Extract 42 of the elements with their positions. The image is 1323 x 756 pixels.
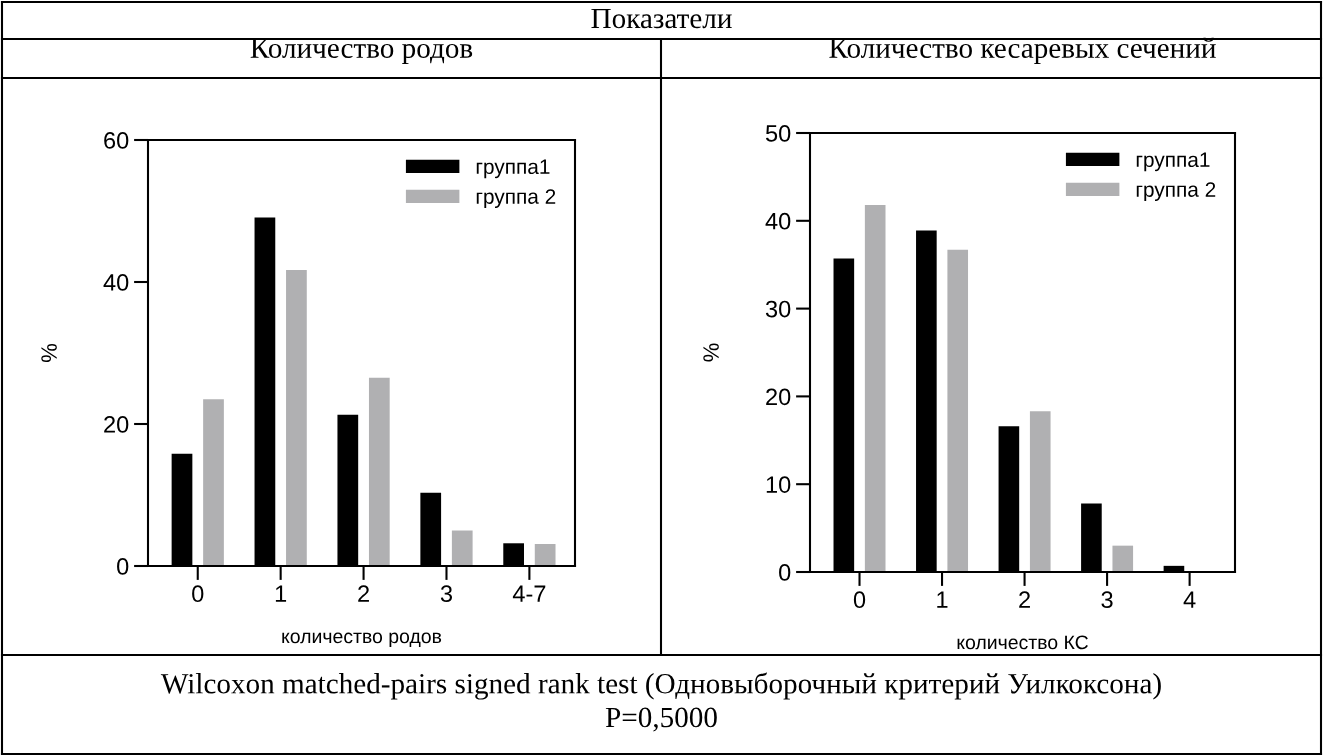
y-tick-label: 60 <box>104 132 129 149</box>
x-tick-label: 3 <box>440 585 453 603</box>
bar <box>368 377 390 566</box>
y-tick-label: 0 <box>779 564 791 581</box>
x-tick-label: 3 <box>1101 591 1113 609</box>
y-tick-label: 40 <box>765 212 791 230</box>
y-tick-label: 0 <box>117 558 129 575</box>
x-tick-label: 0 <box>192 585 204 603</box>
bar <box>1029 411 1051 572</box>
y-tick-label: 30 <box>765 300 791 318</box>
x-tick-label: 2 <box>1019 591 1030 608</box>
y-axis-title: % <box>703 343 719 362</box>
y-tick-label: 50 <box>765 125 791 142</box>
legend-label: группа1 <box>476 159 550 179</box>
text: Wilcoxon matched-pairs signed rank test (Одновыборочный критерий Уилкоксона) <box>160 672 1161 700</box>
x-tick-label: 1 <box>275 585 287 602</box>
x-tick-label: 0 <box>853 591 866 609</box>
chart-title: Количество родов <box>250 38 473 64</box>
x-tick-label: 2 <box>358 585 369 602</box>
x-axis-title: количество КС <box>957 635 1088 650</box>
text: P=0,5000 <box>605 707 717 732</box>
legend-label: группа 2 <box>1136 182 1216 202</box>
x-tick-label: 4-7 <box>512 585 546 602</box>
legend-label: группа1 <box>1136 152 1210 172</box>
bar <box>286 269 307 566</box>
bar <box>1112 545 1134 572</box>
y-tick-label: 40 <box>103 274 129 291</box>
bar <box>947 249 969 572</box>
y-axis-title: % <box>41 343 57 363</box>
chart-title: Количество кесаревых сечений <box>829 37 1216 64</box>
legend-label: группа 2 <box>476 189 556 209</box>
x-axis-title: количество родов <box>282 632 442 648</box>
y-tick-label: 10 <box>766 476 791 493</box>
bar <box>864 205 886 572</box>
x-tick-label: 4 <box>1183 591 1196 608</box>
y-tick-label: 20 <box>104 416 129 433</box>
y-tick-label: 20 <box>766 388 791 406</box>
bar <box>534 543 556 566</box>
bar <box>451 530 473 566</box>
x-tick-label: 1 <box>937 591 948 608</box>
bar <box>203 399 224 566</box>
text: Показатели <box>591 8 732 29</box>
